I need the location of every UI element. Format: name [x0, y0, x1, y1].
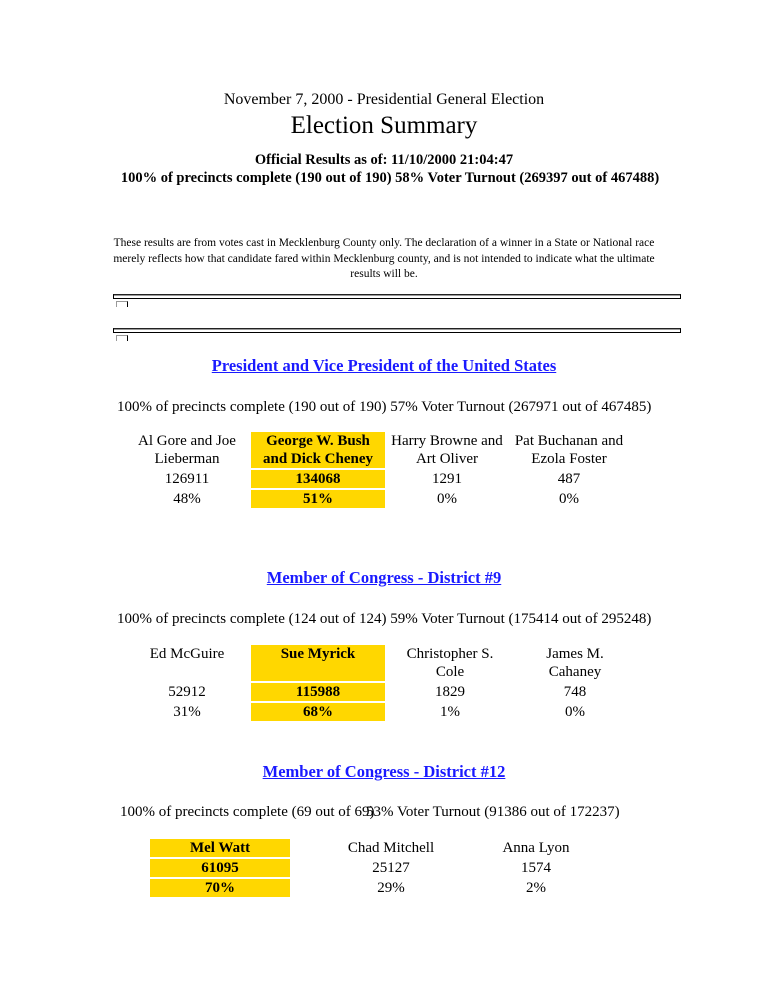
- candidate-name: Christopher S. Cole: [406, 646, 494, 680]
- race-precincts: 100% of precincts complete (69 out of 69…: [120, 804, 375, 820]
- winner-percent: 70%: [150, 879, 290, 897]
- votes: 1291: [432, 471, 462, 487]
- votes: 748: [563, 684, 587, 700]
- percent: 29%: [377, 880, 405, 896]
- votes-row: 52912 115988 1829 748: [125, 683, 635, 701]
- race-title-congress-12[interactable]: Member of Congress - District #12: [262, 762, 506, 781]
- votes-row: 61095 25127 1574: [150, 859, 580, 877]
- percent-row: 70% 29% 2%: [150, 879, 580, 897]
- race-precincts: 100% of precincts complete (190 out of 1…: [117, 399, 652, 415]
- percent-row: 48% 51% 0% 0%: [125, 490, 629, 508]
- results-table-president: Al Gore and Joe Lieberman George W. Bush…: [123, 430, 631, 510]
- results-table-congress-12: Mel Watt Chad Mitchell Anna Lyon 61095 2…: [148, 837, 582, 899]
- votes: 487: [557, 471, 581, 487]
- votes: 1829: [435, 684, 465, 700]
- candidate-name: Anna Lyon: [502, 840, 570, 856]
- race-title-congress-9[interactable]: Member of Congress - District #9: [266, 568, 502, 587]
- percent: 0%: [437, 491, 457, 507]
- votes: 52912: [168, 684, 206, 700]
- page-title: Election Summary: [290, 112, 478, 139]
- race-precincts: 100% of precincts complete (124 out of 1…: [117, 611, 652, 627]
- votes: 1574: [521, 860, 551, 876]
- votes: 126911: [164, 471, 210, 487]
- race-turnout: 53% Voter Turnout (91386 out of 172237): [366, 804, 620, 820]
- winner-percent: 68%: [251, 703, 385, 721]
- winner-percent: 51%: [251, 490, 385, 508]
- candidate-name: Al Gore and Joe Lieberman: [138, 433, 236, 467]
- percent: 0%: [565, 704, 585, 720]
- election-name: November 7, 2000 - Presidential General …: [223, 91, 545, 108]
- votes-row: 126911 134068 1291 487: [125, 470, 629, 488]
- candidate-name: Ed McGuire: [149, 646, 225, 662]
- divider: [113, 294, 681, 299]
- percent-row: 31% 68% 1% 0%: [125, 703, 635, 721]
- candidate-names-row: Al Gore and Joe Lieberman George W. Bush…: [125, 432, 629, 468]
- winner-candidate-name: Mel Watt: [150, 839, 290, 857]
- results-table-congress-9: Ed McGuire Sue Myrick Christopher S. Col…: [123, 643, 637, 723]
- official-results: Official Results as of: 11/10/2000 21:04…: [254, 152, 514, 168]
- percent: 0%: [559, 491, 579, 507]
- candidate-name: Pat Buchanan and Ezola Foster: [514, 433, 624, 467]
- candidate-name: James M. Cahaney: [546, 646, 604, 680]
- overall-precincts: 100% of precincts complete (190 out of 1…: [120, 170, 660, 186]
- winner-candidate-name: Sue Myrick: [251, 645, 385, 681]
- winner-votes: 134068: [251, 470, 385, 488]
- percent: 48%: [173, 491, 201, 507]
- disclaimer: These results are from votes cast in Mec…: [113, 237, 655, 280]
- race-title-president[interactable]: President and Vice President of the Unit…: [211, 356, 557, 375]
- candidate-names-row: Mel Watt Chad Mitchell Anna Lyon: [150, 839, 580, 857]
- votes: 25127: [372, 860, 410, 876]
- divider-mark: [116, 335, 128, 341]
- percent: 1%: [440, 704, 460, 720]
- divider: [113, 328, 681, 333]
- candidate-name: Harry Browne and Art Oliver: [391, 433, 503, 467]
- percent: 31%: [173, 704, 201, 720]
- winner-candidate-name: George W. Bush and Dick Cheney: [251, 432, 385, 468]
- percent: 2%: [526, 880, 546, 896]
- divider-mark: [116, 301, 128, 307]
- winner-votes: 61095: [150, 859, 290, 877]
- candidate-names-row: Ed McGuire Sue Myrick Christopher S. Col…: [125, 645, 635, 681]
- winner-votes: 115988: [251, 683, 385, 701]
- candidate-name: Chad Mitchell: [347, 840, 435, 856]
